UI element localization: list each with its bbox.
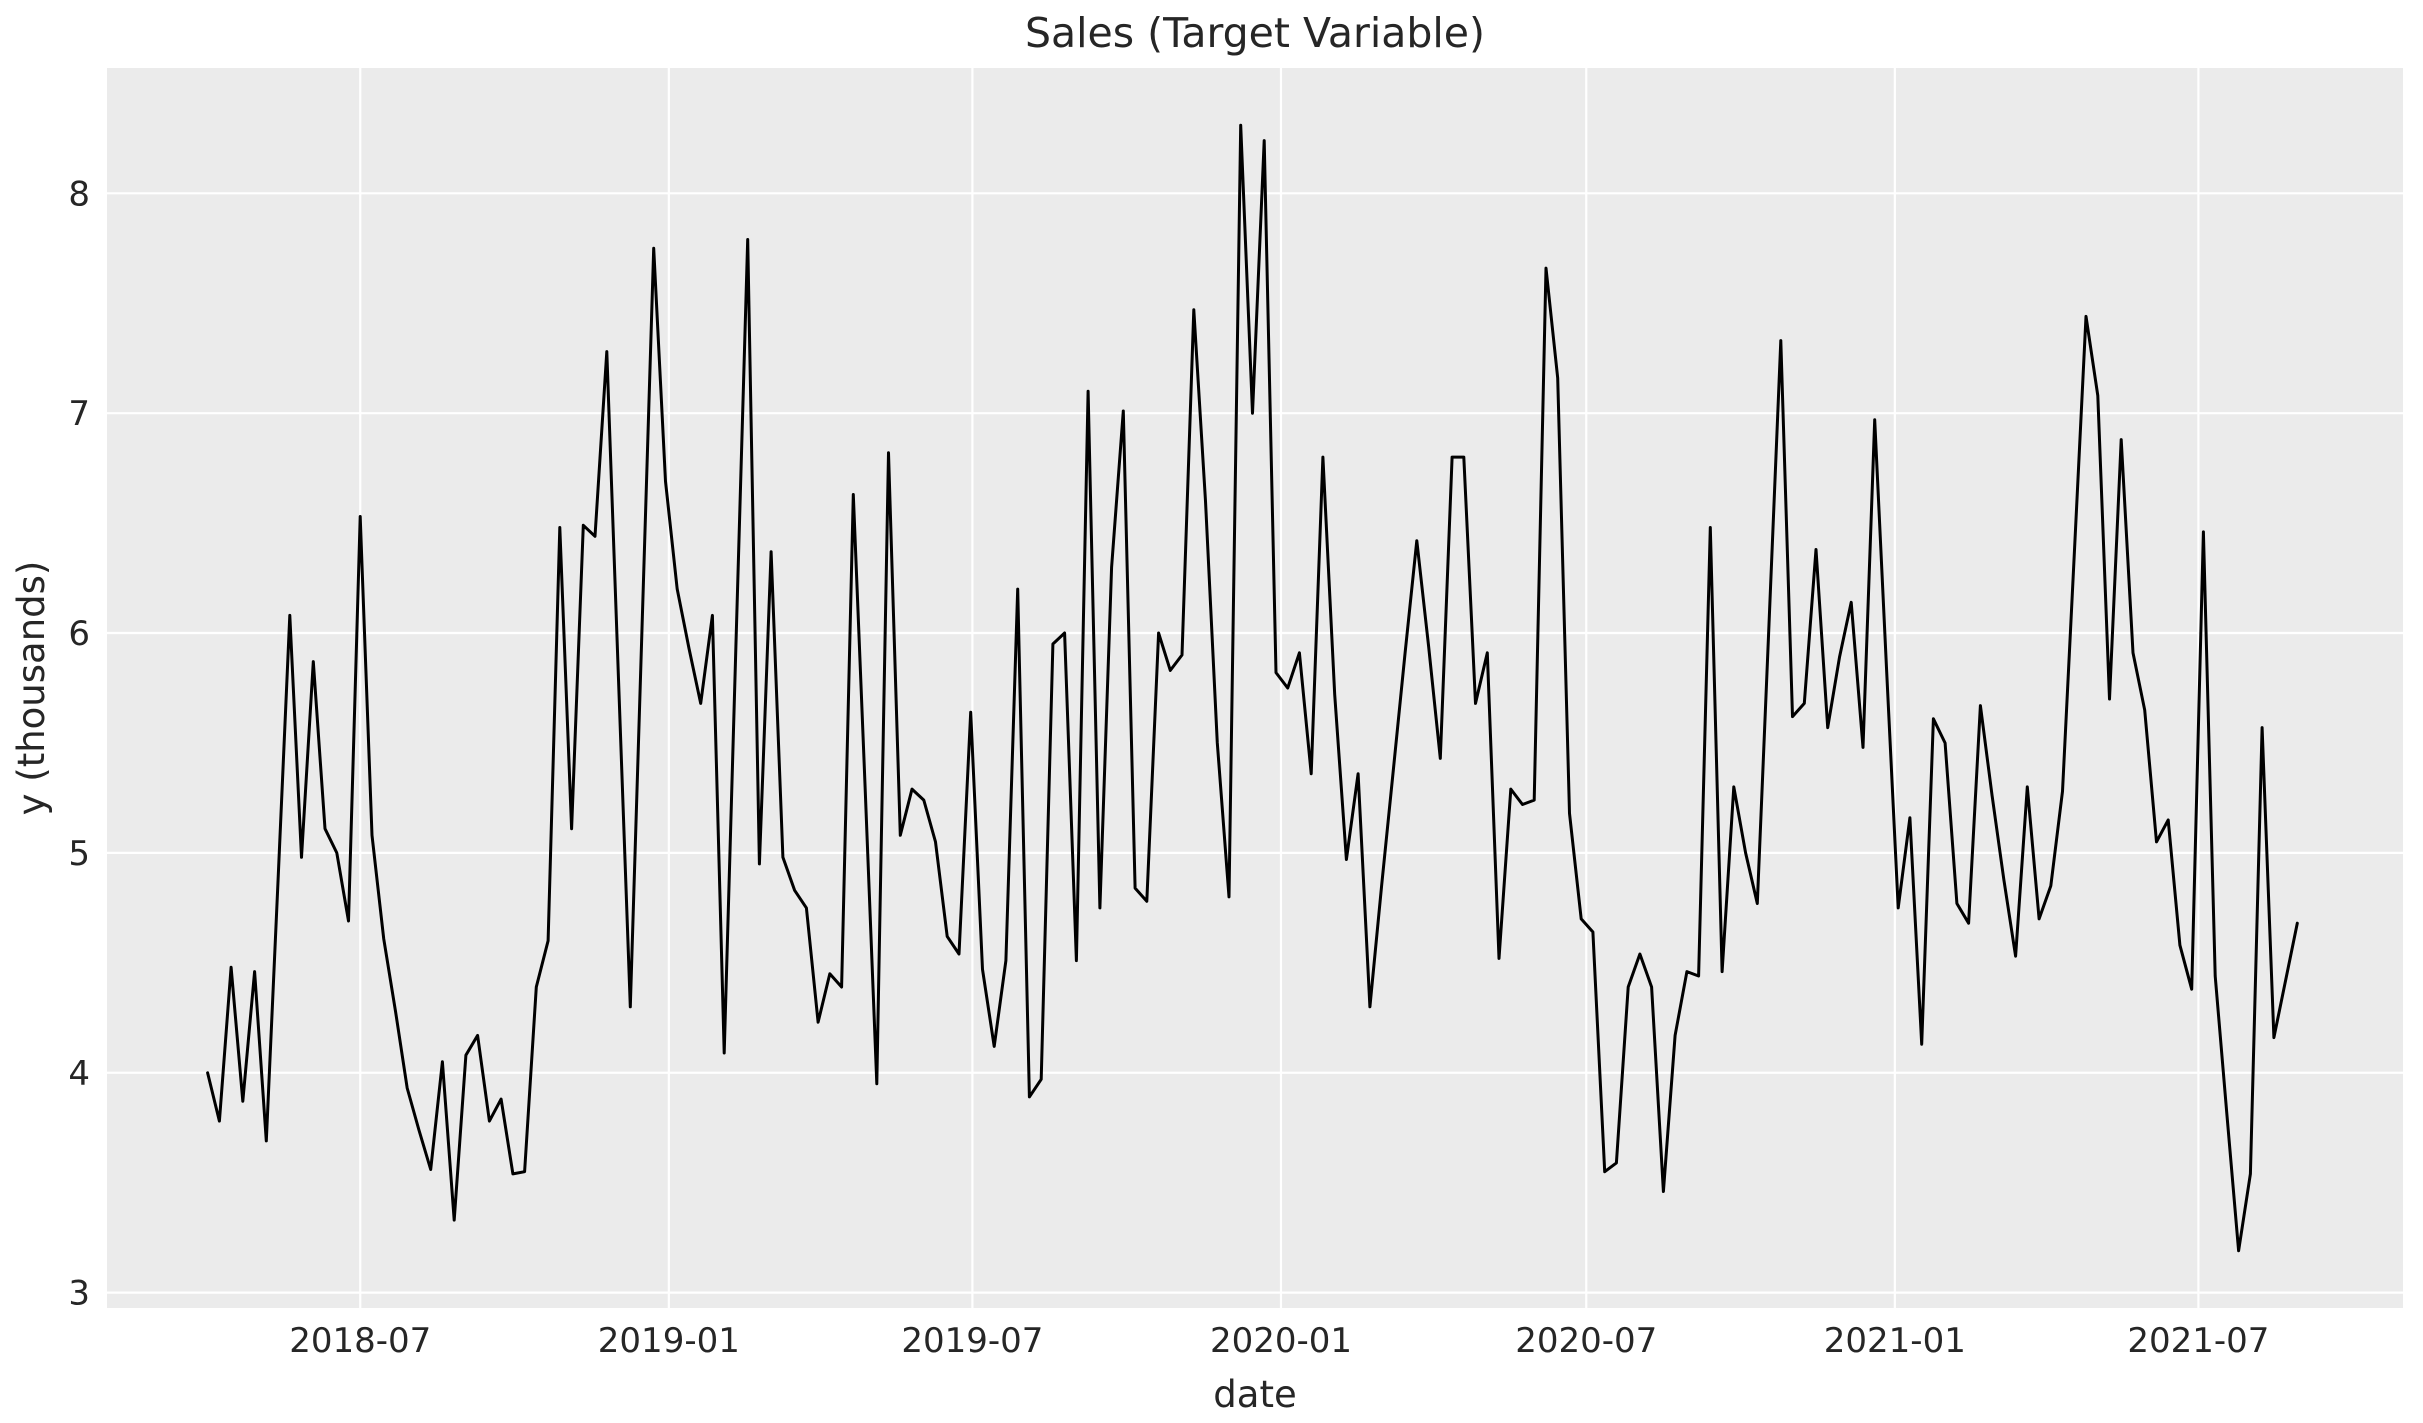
x-tick-label: 2019-01 bbox=[598, 1321, 740, 1361]
x-tick-label: 2021-01 bbox=[1824, 1321, 1966, 1361]
x-tick-label: 2020-07 bbox=[1515, 1321, 1657, 1361]
tick-layer: 3 4 5 6 7 8 2018-07 2019-01 2019-07 2020-01 2020-0… bbox=[68, 174, 2269, 1361]
y-tick-label: 6 bbox=[68, 614, 90, 654]
series-layer bbox=[206, 123, 2299, 1253]
y-axis-label: y (thousands) bbox=[10, 561, 53, 816]
y-tick-label: 4 bbox=[68, 1054, 90, 1094]
chart-title: Sales (Target Variable) bbox=[1025, 9, 1485, 57]
series-line-y bbox=[206, 123, 2299, 1253]
x-tick-label: 2019-07 bbox=[901, 1321, 1043, 1361]
y-tick-label: 8 bbox=[68, 174, 90, 214]
x-axis-label: date bbox=[1213, 1373, 1296, 1416]
x-tick-label: 2021-07 bbox=[2127, 1321, 2269, 1361]
x-tick-label: 2018-07 bbox=[289, 1321, 431, 1361]
y-tick-label: 7 bbox=[68, 394, 90, 434]
y-tick-label: 3 bbox=[68, 1274, 90, 1314]
plot-area bbox=[107, 68, 2403, 1308]
x-tick-label: 2020-01 bbox=[1210, 1321, 1352, 1361]
y-tick-label: 5 bbox=[68, 834, 90, 874]
